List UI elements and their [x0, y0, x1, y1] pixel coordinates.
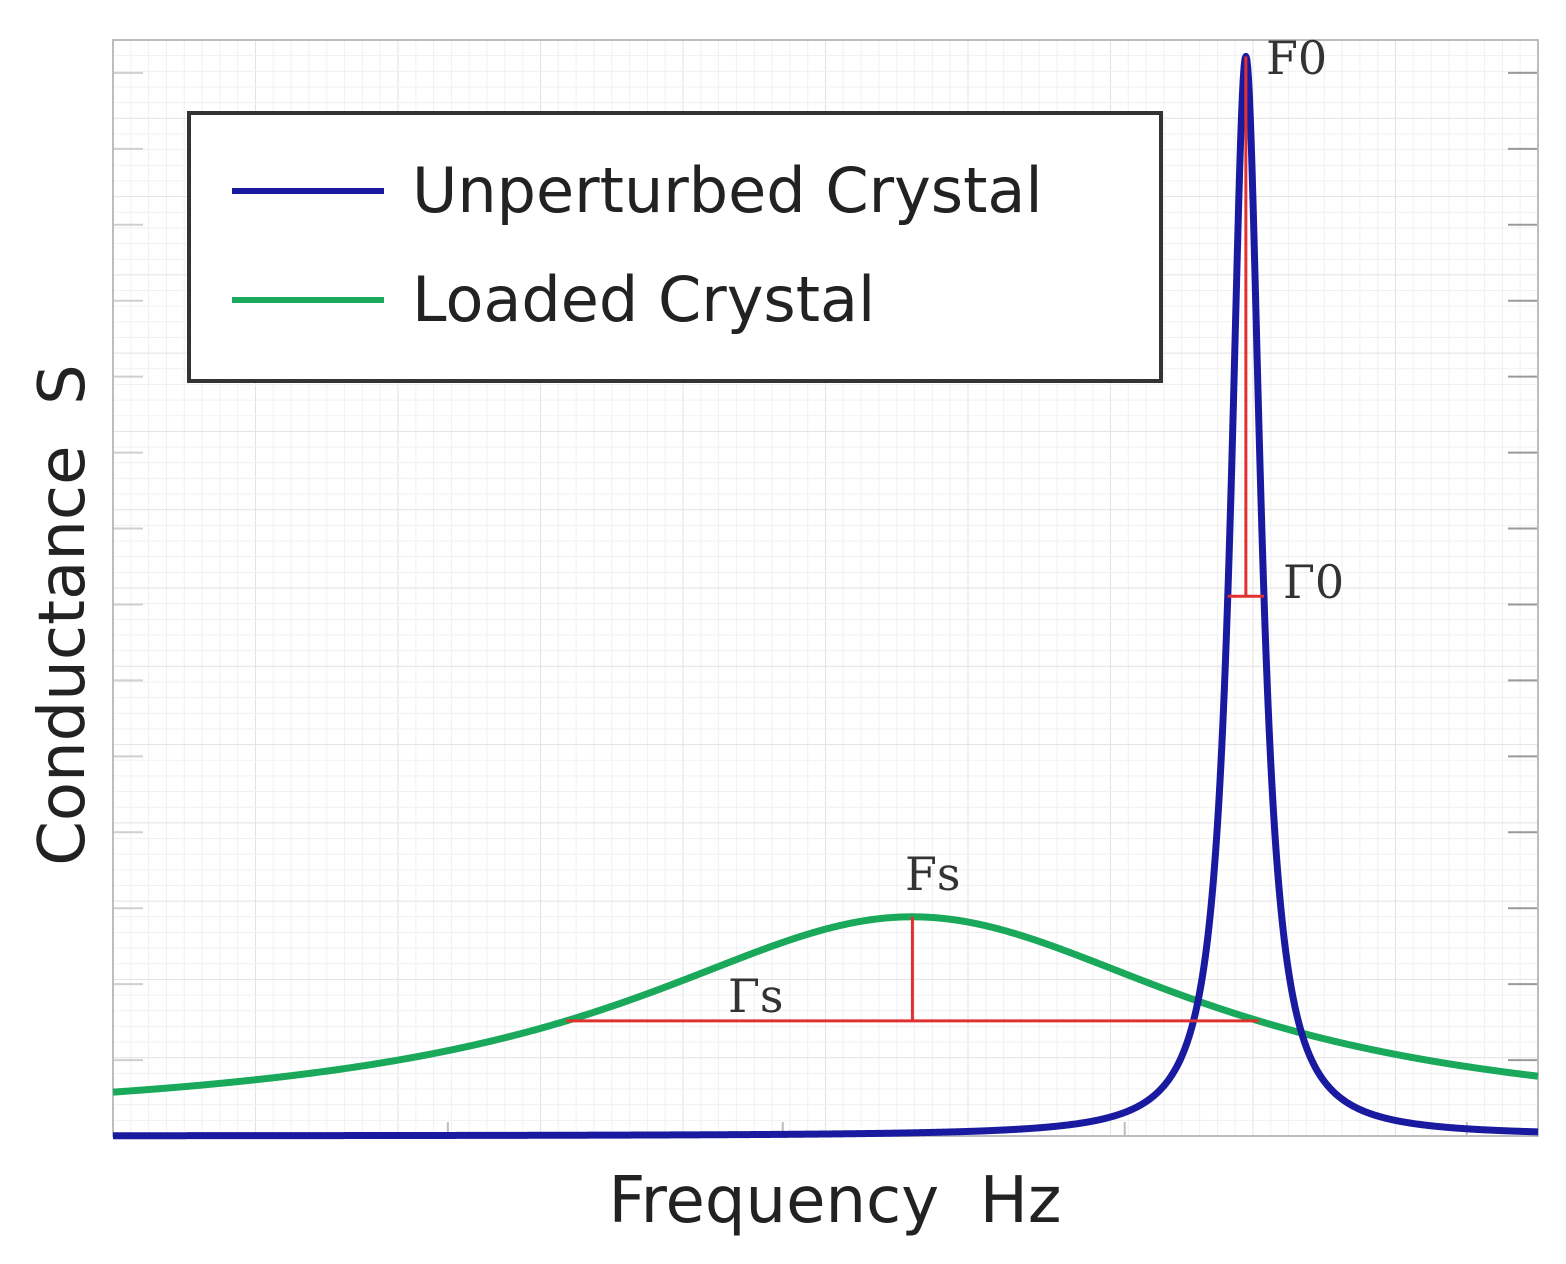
- legend-label-loaded: Loaded Crystal: [412, 263, 875, 336]
- annotation-layer: [566, 56, 1264, 1023]
- legend-label-unperturbed: Unperturbed Crystal: [412, 154, 1043, 227]
- series-line-unperturbed: [110, 52, 1541, 1140]
- annotation-fs: Fs: [905, 847, 961, 901]
- legend: Unperturbed Crystal Loaded Crystal: [187, 111, 1163, 383]
- y-axis-label: Conductance S: [26, 364, 100, 866]
- legend-box: [187, 111, 1163, 383]
- series-layer: [110, 52, 1541, 1140]
- annotation-gammas: Γs: [728, 969, 784, 1023]
- x-axis-label: Frequency Hz: [608, 1164, 1061, 1238]
- grid: [113, 40, 1538, 1136]
- annotation-gamma0: Γ0: [1283, 555, 1344, 609]
- annotation-f0: F0: [1266, 31, 1327, 85]
